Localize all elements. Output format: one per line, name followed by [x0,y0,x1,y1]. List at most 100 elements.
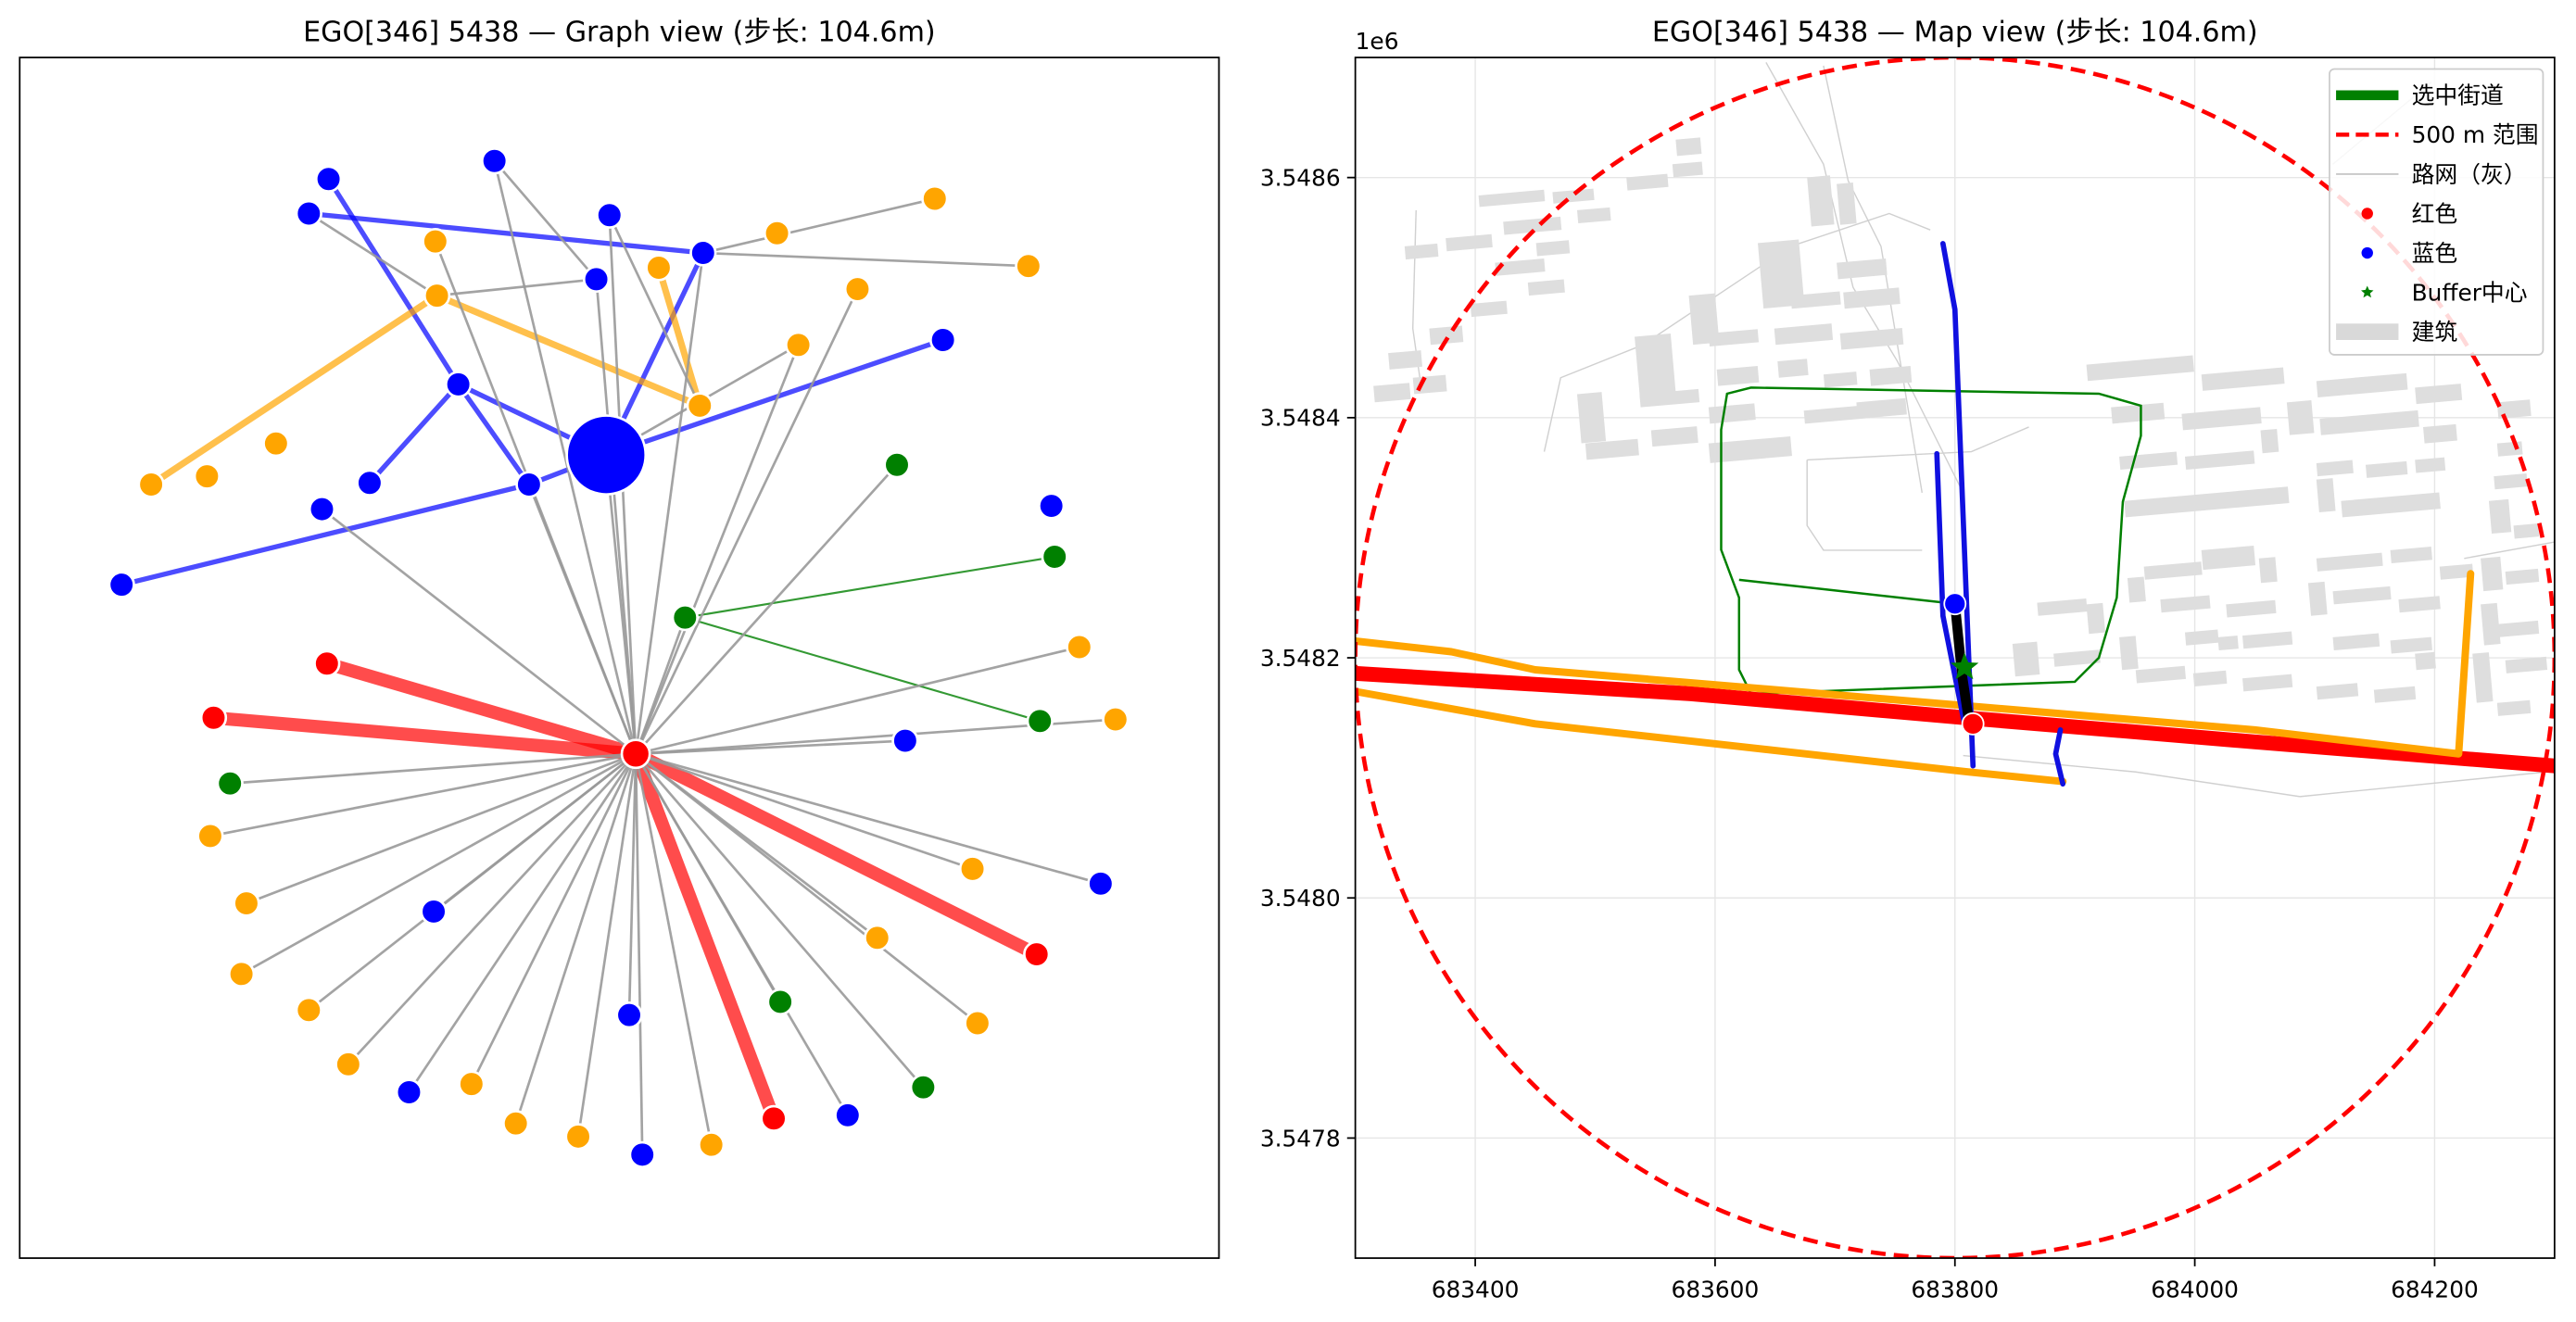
building [2481,602,2501,646]
building [2415,384,2463,405]
y-tick-label: 3.5478 [1260,1125,1341,1152]
graph-node [227,960,256,988]
graph-edge [629,751,780,1121]
building [2201,545,2256,571]
graph-node [107,571,135,598]
selected-street-outline [1720,386,2142,696]
building [2505,656,2548,674]
building [2496,699,2532,716]
map-nodes [1943,592,1985,736]
building [2390,636,2432,654]
building [1803,405,1871,424]
map-axis-ticks: 683400 683600 683800 684000 684200 3.5478 3.54… [1260,165,2479,1303]
building [1758,239,1805,309]
graph-edge [456,383,532,486]
building [2286,400,2315,435]
x-tick-label: 683400 [1432,1277,1520,1303]
graph-node [883,451,911,479]
building [1446,233,1493,252]
building [1404,243,1439,260]
graph-edge [209,752,637,837]
building [1790,291,1841,309]
y-offset-label: 1e6 [1356,28,1399,55]
graph-edge [595,279,638,754]
building [2242,631,2293,649]
building [1576,392,1607,444]
blue-street [1934,450,1967,727]
graph-edge [634,288,859,755]
building [1856,397,1907,420]
legend-swatch [2336,323,2399,340]
orange-street [1355,687,2067,786]
graph-node [356,469,384,497]
graph-edge [308,212,438,297]
graph-node [582,265,611,294]
building [1708,435,1792,463]
building [2494,473,2528,490]
graph-node [909,1074,937,1102]
graph-edge [655,266,703,407]
graph-node [196,822,224,850]
building [1635,334,1677,403]
graph-node [1087,870,1115,898]
graph-node [615,1001,643,1029]
graph-node [689,239,717,267]
legend-label: 建筑 [2412,319,2458,346]
graph-node [645,254,673,282]
building [2160,595,2211,613]
graph-edge [685,555,1055,619]
building [1626,173,1669,191]
legend-swatch [2361,246,2373,259]
x-tick-label: 684200 [2391,1277,2479,1303]
road-segment [2464,541,2555,560]
building [2390,547,2432,564]
building [2086,355,2194,382]
building [2439,563,2474,580]
legend-label: 选中街道 [2412,82,2504,109]
graph-edge [527,484,638,755]
graph-node [199,704,228,732]
graph-edge [605,337,944,458]
building [2332,633,2380,651]
y-tick-label: 3.5484 [1260,405,1341,432]
graph-edge [635,752,979,1025]
building [1774,323,1834,346]
building [1527,279,1565,296]
building [1708,329,1760,347]
buildings-layer [1373,137,2548,716]
graph-edge [308,752,637,1012]
graph-node [964,1009,991,1038]
building [2319,409,2419,435]
map-view-panel: EGO[346] 5438 — Map view (步长: 104.6m) 1e… [1260,16,2556,1303]
building [2135,665,2186,684]
building [2037,598,2088,616]
legend-label: 500 m 范围 [2412,121,2539,148]
graph-node [422,227,449,256]
legend-label: 路网（灰） [2412,161,2527,188]
building [2217,636,2239,651]
orange-street [1355,570,2475,758]
graph-edge [634,344,800,755]
road-segment [1765,62,1964,494]
x-tick-label: 684000 [2151,1277,2239,1303]
building [2119,636,2139,671]
graph-edge [470,753,638,1085]
graph-node [502,1110,530,1138]
graph-node [958,855,987,883]
building [1373,383,1411,403]
building [2192,670,2228,687]
graph-node [335,1051,362,1078]
building [1837,258,1888,280]
graph-edge [634,617,687,755]
building [1843,287,1900,309]
road-segment [1823,65,1923,493]
graph-edges [120,159,1116,1155]
building [2127,576,2146,603]
building [1807,175,1835,227]
graph-edge [493,160,638,755]
building [1839,328,1904,350]
graph-edge [634,753,782,1003]
graph-edge [634,753,713,1145]
building [2143,561,2203,580]
building [2513,523,2540,539]
